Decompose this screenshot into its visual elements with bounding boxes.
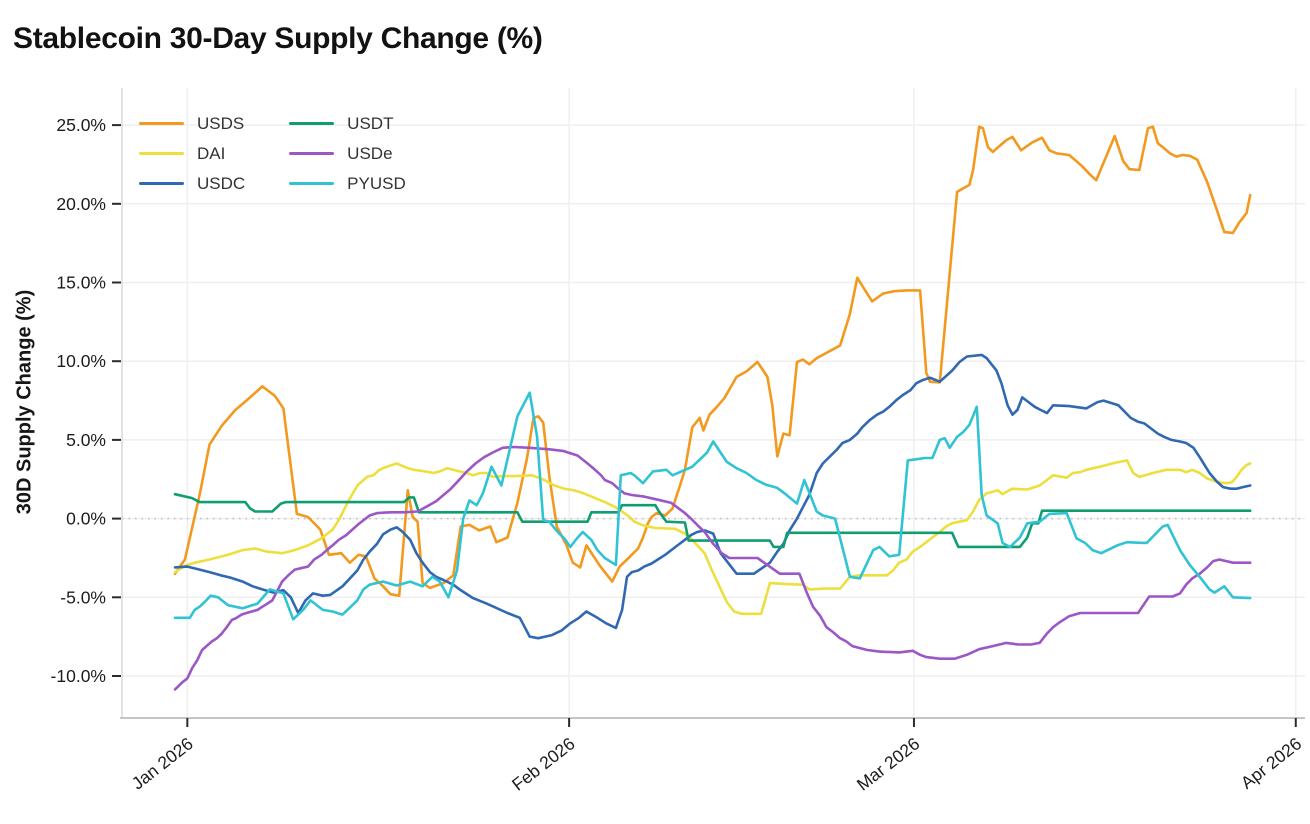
legend-item-usdt[interactable]: USDT — [289, 112, 406, 135]
y-tick-label: 15.0% — [56, 273, 106, 293]
series-line-usdt — [173, 492, 1252, 549]
legend-item-usds[interactable]: USDS — [139, 112, 245, 135]
legend-item-dai[interactable]: DAI — [139, 142, 245, 165]
y-tick-label: 25.0% — [56, 115, 106, 135]
legend-label: USDT — [347, 113, 394, 133]
series-line-usde — [173, 445, 1252, 691]
series-line-usdc — [173, 353, 1252, 640]
chart-title: Stablecoin 30-Day Supply Change (%) — [13, 22, 543, 56]
legend-label: USDS — [197, 113, 245, 133]
y-tick-label: 0.0% — [66, 509, 106, 529]
x-tick-label: Feb 2026 — [508, 733, 579, 794]
legend-label: USDe — [347, 143, 393, 163]
series-line-usds — [173, 125, 1252, 598]
y-tick-label: 20.0% — [56, 194, 106, 214]
series-line-pyusd — [173, 391, 1252, 621]
y-tick-label: 5.0% — [66, 430, 106, 450]
x-tick-label: Jan 2026 — [128, 733, 197, 793]
legend-label: PYUSD — [347, 173, 406, 193]
y-tick-label: -10.0% — [51, 666, 106, 686]
y-tick-label: 10.0% — [56, 351, 106, 371]
legend: USDS DAI USDC USDT USDe PYUSD — [139, 112, 406, 195]
legend-swatch-dai — [139, 151, 184, 156]
legend-label: USDC — [197, 173, 246, 193]
legend-item-usde[interactable]: USDe — [289, 142, 406, 165]
legend-swatch-usdt — [289, 121, 335, 126]
legend-item-usdc[interactable]: USDC — [139, 172, 245, 195]
legend-item-pyusd[interactable]: PYUSD — [289, 172, 406, 195]
legend-swatch-usds — [139, 121, 184, 126]
legend-swatch-usdc — [139, 181, 184, 186]
x-tick-label: Mar 2026 — [853, 733, 924, 794]
series-line-dai — [173, 459, 1252, 616]
legend-swatch-usde — [289, 151, 335, 156]
x-tick-label: Apr 2026 — [1237, 733, 1305, 792]
legend-label: DAI — [197, 143, 226, 163]
y-tick-label: -5.0% — [60, 587, 106, 607]
legend-swatch-pyusd — [289, 181, 335, 186]
gridlines — [122, 88, 1305, 718]
